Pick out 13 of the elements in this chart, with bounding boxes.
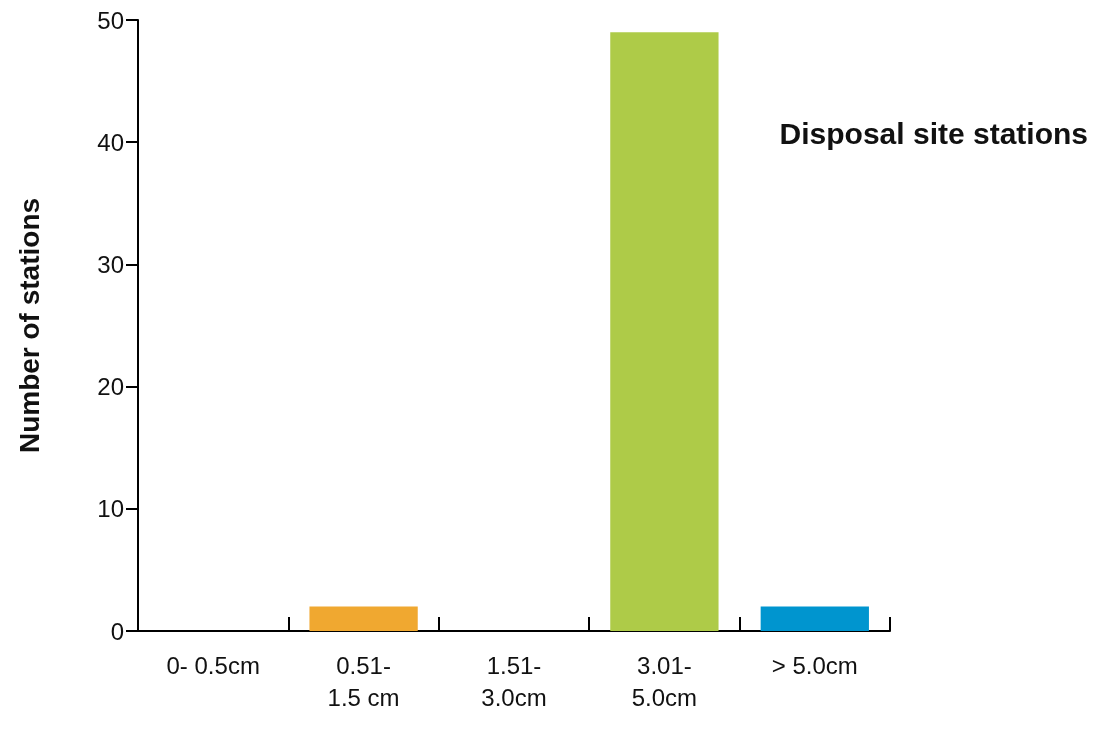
y-axis-title: Number of stations <box>13 197 45 454</box>
y-tick-label: 40 <box>97 128 124 156</box>
y-tick-label: 30 <box>97 250 124 278</box>
x-tick-label: 3.01- 5.0cm <box>631 651 698 711</box>
annotation: Disposal site stations <box>779 116 1089 150</box>
y-tick-label: 20 <box>97 373 124 401</box>
x-tick-label: > 5.0cm <box>771 651 858 679</box>
x-tick-label: 1.51- 3.0cm <box>481 651 547 711</box>
x-tick-label: 0- 0.5cm <box>166 651 260 679</box>
y-tick-label: 0 <box>110 617 124 645</box>
x-tick-label: 0.51- 1.5 cm <box>327 651 400 711</box>
y-tick-label: 10 <box>97 495 124 523</box>
y-tick-label: 50 <box>97 6 124 34</box>
